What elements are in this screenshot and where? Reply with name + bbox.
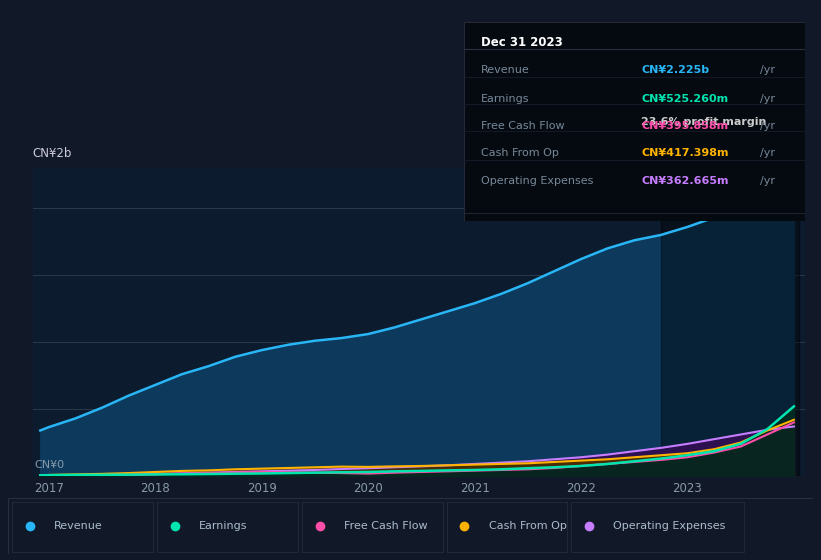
Text: CN¥362.665m: CN¥362.665m — [641, 176, 728, 186]
Text: CN¥395.858m: CN¥395.858m — [641, 121, 728, 131]
Text: CN¥0: CN¥0 — [34, 460, 65, 470]
Text: Revenue: Revenue — [481, 65, 530, 75]
Text: /yr: /yr — [760, 121, 775, 131]
Text: Cash From Op: Cash From Op — [481, 148, 559, 157]
Text: Earnings: Earnings — [481, 94, 530, 104]
Text: CN¥525.260m: CN¥525.260m — [641, 94, 728, 104]
Text: /yr: /yr — [760, 148, 775, 157]
Text: /yr: /yr — [760, 176, 775, 186]
Text: Dec 31 2023: Dec 31 2023 — [481, 36, 562, 49]
Text: Earnings: Earnings — [199, 521, 247, 531]
Text: Operating Expenses: Operating Expenses — [481, 176, 594, 186]
Text: Free Cash Flow: Free Cash Flow — [344, 521, 428, 531]
Text: Revenue: Revenue — [54, 521, 103, 531]
Text: CN¥417.398m: CN¥417.398m — [641, 148, 728, 157]
Text: /yr: /yr — [760, 65, 775, 75]
Text: /yr: /yr — [760, 94, 775, 104]
Text: Cash From Op: Cash From Op — [488, 521, 566, 531]
Text: Free Cash Flow: Free Cash Flow — [481, 121, 565, 131]
FancyBboxPatch shape — [464, 22, 805, 221]
Bar — [661, 168, 800, 476]
Text: CN¥2.225b: CN¥2.225b — [641, 65, 709, 75]
Text: CN¥2b: CN¥2b — [33, 147, 72, 160]
Text: Operating Expenses: Operating Expenses — [613, 521, 726, 531]
Text: 23.6% profit margin: 23.6% profit margin — [641, 117, 767, 127]
